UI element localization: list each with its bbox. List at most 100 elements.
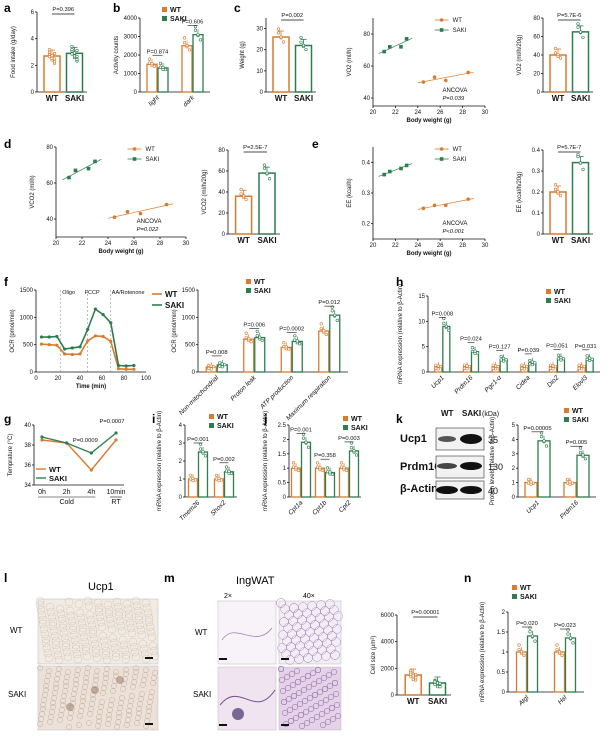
data-point (298, 342, 302, 346)
bar-saki-0 (442, 325, 451, 373)
adipocyte-outline (75, 608, 85, 618)
adipocyte-outline (119, 640, 129, 650)
data-point (436, 364, 440, 368)
data-point (214, 473, 219, 477)
data-point (561, 357, 566, 361)
data-point (239, 192, 243, 196)
data-point (504, 358, 508, 362)
ingwat-scale-bar-3 (219, 724, 227, 726)
adipocyte-outline (41, 634, 51, 644)
data-point (411, 678, 415, 682)
data-point (558, 56, 563, 60)
data-point (588, 356, 592, 360)
data-point (158, 61, 163, 65)
histology-ucp1: Ucp1 WT SAKI (8, 581, 160, 731)
adipocyte-outline (136, 625, 146, 635)
x-tick-label: Non-mitochondrial (178, 374, 221, 417)
data-point (531, 481, 536, 485)
adipocyte-outline (53, 650, 63, 660)
bar-saki-2 (291, 340, 303, 373)
adipocyte-outline (295, 689, 303, 697)
ingwat-row-wt: WT (195, 628, 208, 637)
data-point (315, 461, 320, 465)
data-point (499, 358, 503, 362)
data-point (578, 161, 583, 165)
y-tick-label-m2: 6000 (381, 613, 395, 619)
adipocyte-outline (144, 613, 154, 623)
adipocyte-outline (76, 613, 86, 623)
y-tick-label-d2: 60 (218, 169, 225, 175)
adipocyte-outline (331, 679, 339, 687)
adipocyte-outline (40, 629, 50, 639)
adipocyte-outline (326, 682, 334, 690)
series-point-wt (132, 367, 136, 371)
data-point (188, 477, 193, 481)
y-tick-label-i: 2 (179, 459, 183, 465)
adipocyte-outline (328, 704, 336, 712)
data-point (414, 672, 418, 677)
adipocyte-outline (289, 603, 299, 613)
adipocyte-outline (131, 596, 141, 606)
legend-label-saki: SAKI (520, 594, 537, 601)
x-tick-label: 0h (38, 489, 46, 496)
adipocyte-outline (327, 631, 337, 641)
y-tick-label-e2: 0.4 (532, 148, 541, 154)
data-point (520, 366, 524, 370)
y-tick-label-k2: 0 (512, 495, 516, 501)
adipocyte-outline (310, 680, 318, 688)
series-point-saki (40, 435, 44, 439)
data-point (582, 364, 586, 369)
x-tick-label: 40 (77, 376, 84, 382)
legend-swatch-saki (564, 417, 569, 422)
adipocyte-outline (317, 699, 325, 707)
data-point (218, 364, 222, 368)
data-point (528, 630, 532, 634)
y-axis-label-e2: EE (kcal/h/20g) (517, 171, 523, 212)
x-tick-label: WT (275, 94, 288, 103)
y-tick-label-c1: 10 (256, 69, 263, 75)
adipocyte-outline (73, 677, 79, 683)
p-value: P=0.00001 (411, 610, 439, 616)
adipocyte-outline (308, 716, 316, 724)
adipocyte-outline (302, 708, 310, 716)
y-tick-label-k2: 1 (512, 481, 516, 487)
adipocyte-outline (126, 623, 136, 633)
legend-label-saki: SAKI (453, 157, 467, 163)
adipocyte-outline (313, 639, 323, 649)
data-point (502, 356, 506, 361)
bar-wt (234, 195, 253, 235)
data-point (219, 478, 224, 482)
data-point (209, 367, 213, 371)
x-tick-label: Tmem26 (178, 499, 201, 522)
data-point (439, 364, 443, 369)
adipocyte-outline (143, 608, 153, 618)
group-label-cold: Cold (59, 499, 74, 506)
adipocyte-outline (61, 638, 71, 648)
adipocyte-outline (64, 597, 74, 607)
adipocyte-outline (104, 605, 114, 615)
adipocyte-outline (118, 635, 128, 645)
data-point (568, 480, 572, 484)
x-axis-label: Time (min) (76, 384, 106, 390)
ucp1-scale-bar-wt (145, 657, 153, 659)
data-point (465, 367, 469, 371)
data-point (473, 349, 477, 353)
data-point (525, 364, 529, 369)
adipocyte-outline (312, 702, 320, 710)
data-point (315, 465, 320, 469)
adipocyte-outline (145, 622, 155, 632)
data-point (262, 163, 267, 167)
adipocyte-outline (70, 696, 76, 702)
data-point (555, 647, 559, 652)
series-line-saki (41, 307, 134, 367)
bar-saki (294, 44, 313, 93)
adipocyte-outline (52, 645, 62, 655)
y-tick-label-c3: 40 (533, 53, 540, 59)
legend-swatch-saki (546, 298, 551, 303)
y-tick-label-a: 6 (31, 10, 35, 16)
legend-swatch-wt (162, 7, 167, 12)
legend-label-saki: SAKI (146, 157, 160, 163)
data-point (324, 332, 328, 337)
x-tick-label: SAKI (428, 697, 447, 706)
x-tick-label: 20 (53, 241, 60, 247)
